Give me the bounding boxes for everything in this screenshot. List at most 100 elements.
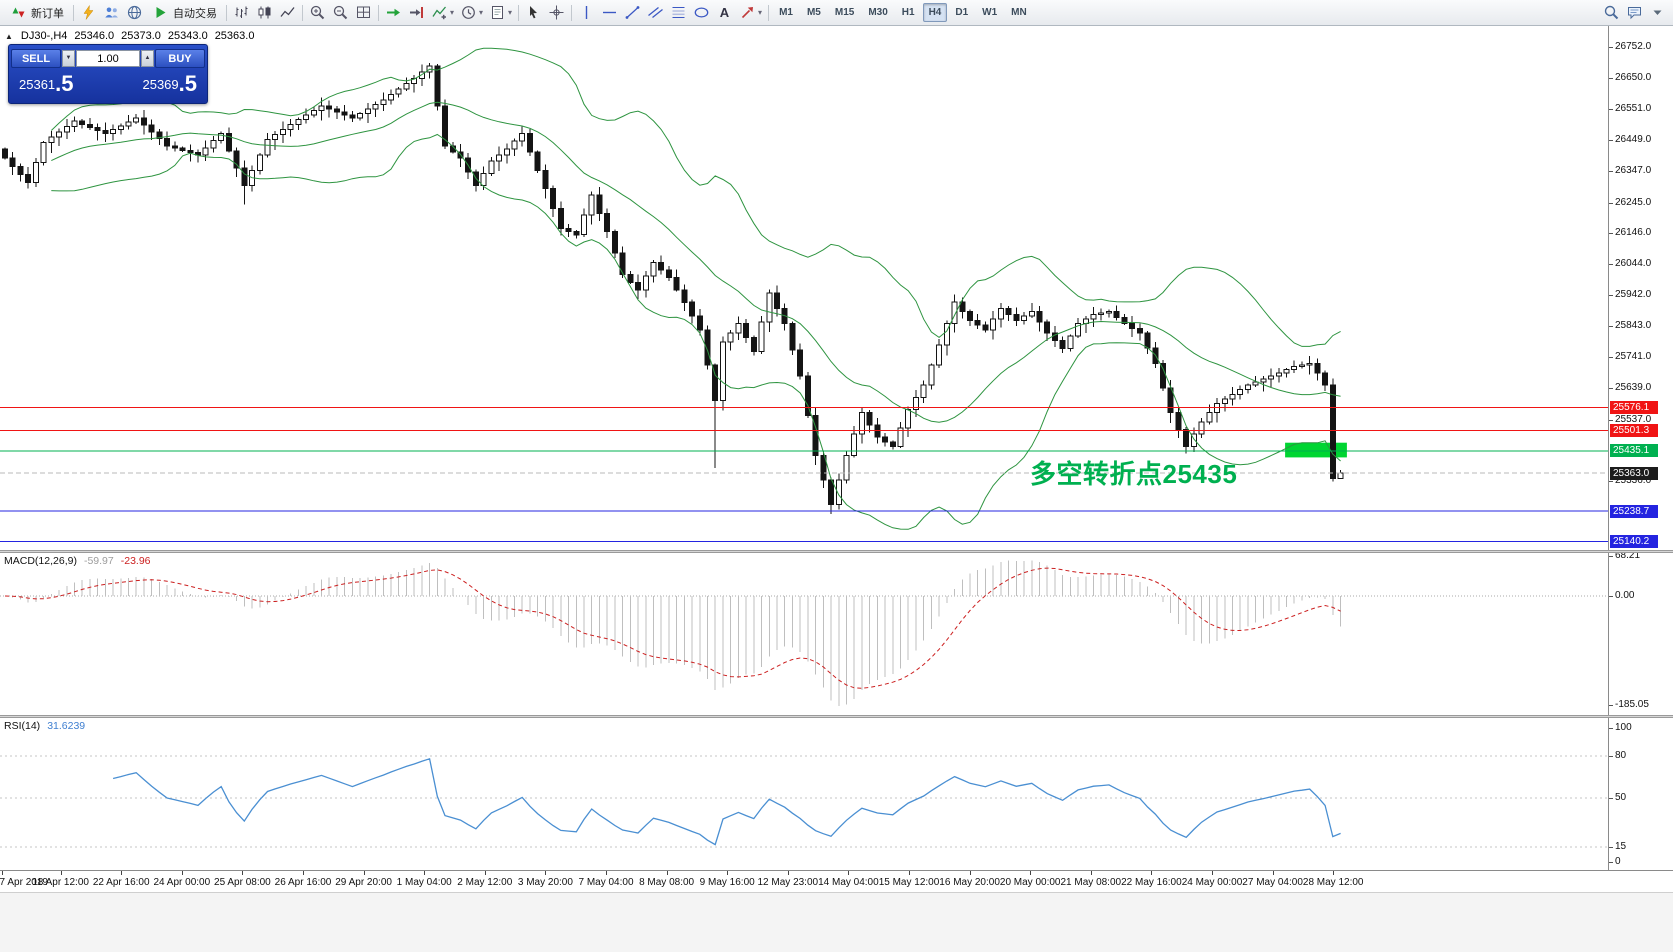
price-tag-25576.1: 25576.1 [1610,401,1658,415]
chart-text-annotation[interactable]: 多空转折点25435 [1030,459,1238,489]
horizontal-line-button[interactable] [599,3,620,23]
new-order-button[interactable]: 新订单 [5,3,69,23]
arrows-button[interactable]: ▾ [737,3,764,23]
timeframe-button-h1[interactable]: H1 [901,7,915,18]
candles-icon [258,6,271,19]
oneclick-collapse-icon[interactable]: ▲ [5,31,13,41]
chart-ohlc-header: ▲ DJ30-,H4 25346.0 25373.0 25343.0 25363… [5,30,254,42]
timeframe-button-m5[interactable]: M5 [806,7,821,18]
one-click-prices: 25361.5 25369.5 [9,71,207,97]
buy-price[interactable]: 25369.5 [142,71,197,96]
timeframe-button-m30[interactable]: M30 [868,7,888,18]
zoom-out-icon [333,5,348,20]
one-click-trading-panel: SELL ▼ 1.00 ▲ BUY 25361.5 25369.5 [8,44,208,104]
main-chart-pane[interactable]: ▲ DJ30-,H4 25346.0 25373.0 25343.0 25363… [0,26,1673,550]
bar-chart-button[interactable] [231,3,252,23]
search-icon [1604,5,1619,20]
play-icon [156,7,166,18]
indicators-icon [432,6,446,20]
chat-button[interactable] [1624,3,1645,23]
macd-title: MACD(12,26,9) [4,555,77,567]
rsi-header: RSI(14) 31.6239 [4,720,85,732]
volume-down-button[interactable]: ▼ [62,49,75,67]
search-button[interactable] [1601,3,1622,23]
chart-shift-button[interactable] [406,3,427,23]
macd-value: -59.97 [83,555,114,567]
price-tag-25238.7: 25238.7 [1610,504,1658,518]
template-icon [492,6,504,19]
sell-button[interactable]: SELL [11,48,61,68]
shapes-button[interactable] [691,3,712,23]
price-tag-25435.1: 25435.1 [1610,444,1658,458]
timeframe-button-m15[interactable]: M15 [834,7,855,18]
indicators-button[interactable]: ▾ [429,3,456,23]
timeframe-button-h4[interactable]: H4 [922,3,948,22]
community-button[interactable] [101,3,122,23]
auto-scroll-button[interactable] [383,3,404,23]
vertical-line-button[interactable] [576,3,597,23]
hline-icon [603,11,617,14]
rsi-title: RSI(14) [4,720,41,732]
macd-splitter[interactable] [0,550,1673,553]
templates-button[interactable]: ▾ [487,3,514,23]
fibonacci-button[interactable] [668,3,689,23]
buy-button[interactable]: BUY [155,48,205,68]
rsi-axis[interactable]: 100 80 50 15 0 [1608,718,1673,870]
arrowstamp-icon [741,7,754,19]
vline-icon [585,6,588,19]
zoom-in-button[interactable] [307,3,328,23]
price-tag-25140.2: 25140.2 [1610,534,1658,548]
rsi-splitter[interactable] [0,715,1673,718]
tile-windows-button[interactable] [353,3,374,23]
grid-icon [357,6,370,18]
crosshair-button[interactable] [546,3,567,23]
timeframe-button-m1[interactable]: M1 [779,7,793,18]
shift-icon [410,7,423,18]
macd-axis[interactable]: 68.21 0.00 -185.05 [1608,553,1673,715]
sell-price[interactable]: 25361.5 [19,71,74,96]
volume-input[interactable]: 1.00 [76,49,140,67]
macd-header: MACD(12,26,9) -59.97 -23.96 [4,555,151,567]
channel-icon [648,6,663,19]
main-chart-canvas[interactable] [0,26,1608,550]
periods-button[interactable]: ▾ [458,3,485,23]
macd-canvas[interactable] [0,553,1608,715]
volume-up-button[interactable]: ▲ [141,49,154,67]
rsi-pane[interactable]: RSI(14) 31.6239 100 80 50 15 0 [0,718,1673,870]
price-tag-25363.0: 25363.0 [1610,466,1658,480]
autoscroll-icon [387,8,400,17]
autotrading-button[interactable]: 自动交易 [147,3,222,23]
candlestick-chart-button[interactable] [254,3,275,23]
ohlc-close: 25363.0 [214,30,255,42]
crosshair-icon [549,5,564,20]
trendline-button[interactable] [622,3,643,23]
main-toolbar: 新订单 自动交易 ▾ ▾ ▾ A ▾ M1 M5 M15 M30 H1 H4 D1 W1 MN [0,0,1673,26]
ohlc-low: 25343.0 [167,30,208,42]
timeframe-button-w1[interactable]: W1 [982,7,998,18]
equidistant-channel-button[interactable] [645,3,666,23]
zoom-out-button[interactable] [330,3,351,23]
zoom-in-icon [310,5,325,20]
users-icon [105,7,118,18]
timeframe-button-d1[interactable]: D1 [955,7,969,18]
text-tool-button[interactable]: A [714,3,735,23]
trendline-icon [625,6,640,19]
macd-pane[interactable]: MACD(12,26,9) -59.97 -23.96 68.21 0.00 -18… [0,553,1673,715]
cursor-button[interactable] [523,3,544,23]
toolbar-more-button[interactable] [1647,3,1668,23]
rsi-canvas[interactable] [0,718,1608,870]
chart-symbol-period: DJ30-,H4 [20,30,68,42]
shapes-icon [694,7,709,18]
price-axis[interactable]: 26752.0 26650.0 26551.0 26449.0 26347.0 26245… [1608,26,1673,550]
bars-icon [235,6,248,18]
fibo-icon [672,7,685,18]
line-chart-button[interactable] [277,3,298,23]
macd-signal-value: -23.96 [120,555,151,567]
one-click-controls: SELL ▼ 1.00 ▲ BUY [11,47,205,69]
price-tag-25501.3: 25501.3 [1610,424,1658,438]
metaeditor-button[interactable] [78,3,99,23]
timeframe-button-mn[interactable]: MN [1011,7,1027,18]
text-icon: A [720,5,730,20]
market-button[interactable] [124,3,145,23]
